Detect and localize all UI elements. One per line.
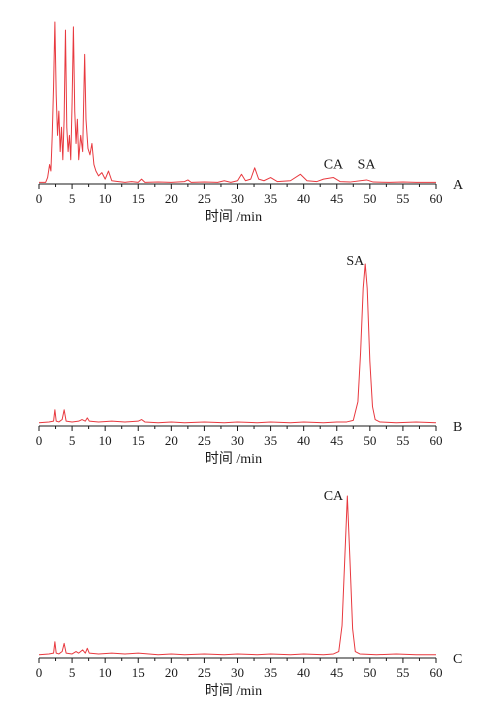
- x-tick-label: 55: [396, 433, 409, 448]
- x-tick-label: 30: [231, 665, 244, 680]
- x-tick-label: 5: [69, 191, 76, 206]
- x-tick-label: 50: [363, 191, 376, 206]
- x-tick-label: 0: [36, 665, 43, 680]
- x-tick-label: 30: [231, 191, 244, 206]
- x-tick-label: 0: [36, 191, 43, 206]
- x-tick-label: 45: [330, 433, 343, 448]
- x-tick-label: 25: [198, 433, 211, 448]
- x-tick-label: 40: [297, 191, 310, 206]
- x-tick-label: 40: [297, 433, 310, 448]
- x-tick-label: 20: [165, 433, 178, 448]
- x-tick-label: 60: [430, 665, 443, 680]
- x-tick-label: 10: [99, 433, 112, 448]
- x-tick-label: 40: [297, 665, 310, 680]
- panel-label: A: [453, 178, 464, 193]
- x-tick-label: 50: [363, 665, 376, 680]
- x-axis-title: 时间 /min: [205, 683, 262, 699]
- panel-B: 0 5 10 15 20 25 30 35 40 45 50 55 60 时间 /min B SA: [36, 254, 463, 467]
- x-tick-label: 15: [132, 191, 145, 206]
- peak-label-ca: CA: [324, 158, 344, 173]
- peak-label-sa: SA: [346, 254, 365, 269]
- x-tick-label: 15: [132, 665, 145, 680]
- x-tick-label: 50: [363, 433, 376, 448]
- x-tick-label: 20: [165, 191, 178, 206]
- x-tick-label: 45: [330, 665, 343, 680]
- panel-label: C: [453, 652, 462, 667]
- x-tick-label: 15: [132, 433, 145, 448]
- x-tick-label: 5: [69, 665, 76, 680]
- x-tick-label: 35: [264, 433, 277, 448]
- x-tick-label: 55: [396, 191, 409, 206]
- panel-A: 0 5 10 15 20 25 30 35 40 45 50 55 60 时间 /min A CA SA: [36, 21, 464, 225]
- panel-label: B: [453, 420, 462, 435]
- x-tick-label: 45: [330, 191, 343, 206]
- x-tick-label: 55: [396, 665, 409, 680]
- x-tick-label: 35: [264, 665, 277, 680]
- x-tick-label: 60: [430, 433, 443, 448]
- chromatogram-trace: [39, 21, 436, 183]
- x-tick-label: 30: [231, 433, 244, 448]
- x-tick-label: 10: [99, 665, 112, 680]
- x-tick-label: 35: [264, 191, 277, 206]
- x-tick-label: 25: [198, 665, 211, 680]
- x-tick-label: 5: [69, 433, 76, 448]
- peak-label-ca: CA: [324, 489, 344, 504]
- peak-label-sa: SA: [358, 158, 377, 173]
- x-tick-label: 20: [165, 665, 178, 680]
- x-axis-title: 时间 /min: [205, 209, 262, 225]
- x-tick-label: 25: [198, 191, 211, 206]
- x-tick-label: 60: [430, 191, 443, 206]
- x-tick-label: 10: [99, 191, 112, 206]
- chromatogram-trace: [38, 263, 437, 424]
- panel-C: 0 5 10 15 20 25 30 35 40 45 50 55 60 时间 /min C CA: [36, 489, 463, 699]
- x-tick-label: 0: [36, 433, 43, 448]
- x-axis-title: 时间 /min: [205, 451, 262, 467]
- chromatogram-trace: [38, 495, 436, 656]
